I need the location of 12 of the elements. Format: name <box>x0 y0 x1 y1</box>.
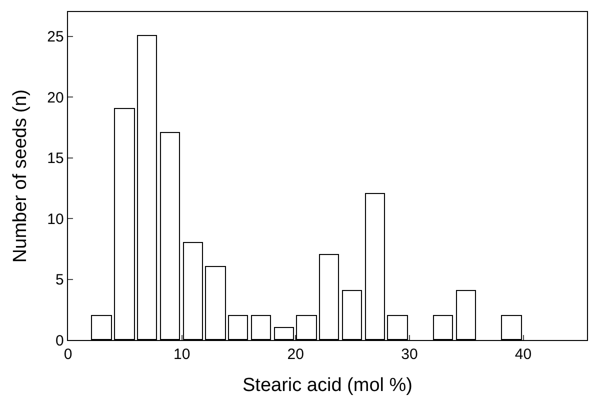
x-tick-label: 10 <box>173 346 190 364</box>
x-axis-title: Stearic acid (mol %) <box>242 374 412 396</box>
y-tick-label: 20 <box>47 89 64 106</box>
y-tick-label: 15 <box>47 150 64 168</box>
y-axis-title: Number of seeds (n) <box>10 89 32 263</box>
y-tick-label: 0 <box>56 332 64 350</box>
y-tick-label: 10 <box>47 210 64 228</box>
x-tick-label: 40 <box>514 346 532 364</box>
x-tick-label: 20 <box>287 346 304 364</box>
y-tick-label: 25 <box>47 28 64 46</box>
x-tick-label: 30 <box>401 346 418 364</box>
y-tick-label: 5 <box>56 272 64 289</box>
